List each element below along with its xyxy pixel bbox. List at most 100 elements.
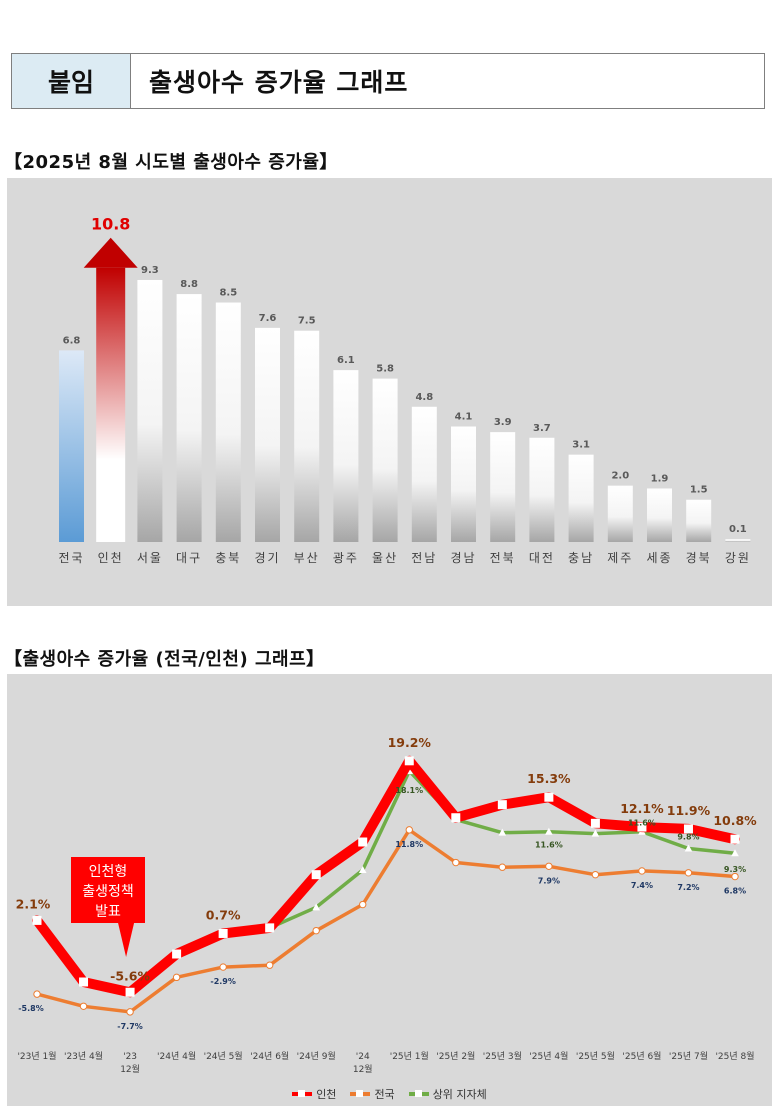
series-data-label: -7.7% <box>117 1022 143 1031</box>
bar-category-label: 서울 <box>137 551 163 565</box>
series-line <box>32 755 740 998</box>
bar-category-label: 울산 <box>372 551 398 565</box>
x-tick-label: '25년 3월 <box>483 1050 522 1062</box>
bar-value-label: 10.8 <box>91 215 130 234</box>
bar-chart-panel: 6.8 전국 10.8 인천 9.3 서울 8.8 대구 8.5 충북 7.6 경기 7.5 부산 6.1 광… <box>7 178 772 606</box>
bar-group: 3.7 대전 <box>529 423 555 565</box>
series-data-label: 15.3% <box>527 771 571 786</box>
x-tick-label: '25년 8월 <box>715 1050 754 1062</box>
series-data-label: 10.8% <box>713 813 757 828</box>
bar-group: 5.8 울산 <box>372 364 398 565</box>
series-point <box>451 813 461 823</box>
series-data-label: 6.8% <box>724 887 746 896</box>
series-point <box>591 870 600 879</box>
series-point <box>218 928 228 938</box>
legend-item: 인천 <box>292 1086 336 1102</box>
bar-value-label: 3.9 <box>494 417 512 428</box>
x-tick-label: '25년 7월 <box>669 1050 708 1062</box>
series-point <box>731 849 739 857</box>
legend-item: 전국 <box>350 1086 395 1102</box>
bar <box>411 406 437 542</box>
series-point <box>683 824 693 834</box>
bar-value-label: 4.8 <box>415 392 433 403</box>
series-point <box>359 900 367 909</box>
series-data-label: 11.8% <box>395 840 423 849</box>
bar-value-label: 5.8 <box>376 364 394 375</box>
bar-group: 1.9 세종 <box>646 473 672 565</box>
series-data-label: 11.6% <box>535 841 563 850</box>
x-tick-label: '24 12월 <box>353 1052 373 1075</box>
bar-value-label: 8.5 <box>219 288 237 299</box>
bar-category-label: 세종 <box>646 551 672 565</box>
bar-value-label: 9.3 <box>141 265 159 276</box>
page-title-box: 붙임 출생아수 증가율 그래프 <box>11 53 765 109</box>
series-point <box>638 867 646 875</box>
series-point <box>79 1002 88 1010</box>
bar-group: 6.1 광주 <box>333 355 359 565</box>
series-data-label: 9.8% <box>677 833 699 842</box>
bar <box>215 302 241 542</box>
bar <box>529 437 555 542</box>
series-line <box>267 769 737 930</box>
series-point <box>32 915 42 925</box>
bar <box>686 499 712 542</box>
series-point <box>358 837 368 847</box>
bar-value-label: 7.5 <box>298 316 316 327</box>
series-point <box>498 828 507 836</box>
series-point <box>405 826 413 834</box>
series-point <box>591 829 600 837</box>
x-tick-label: '24년 6월 <box>250 1050 289 1062</box>
series-point <box>498 863 507 871</box>
page-title: 출생아수 증가율 그래프 <box>149 68 409 97</box>
bar-value-label: 2.0 <box>611 471 629 482</box>
bar <box>137 279 163 542</box>
bar-arrow-head <box>83 237 138 268</box>
series-point <box>731 872 739 881</box>
x-tick-label: '24년 9월 <box>297 1050 336 1062</box>
bar-category-label: 충남 <box>568 551 594 565</box>
series-data-label: -2.9% <box>210 977 236 986</box>
series-point <box>452 858 460 867</box>
bar-value-label: 4.1 <box>455 411 473 422</box>
series-point <box>265 923 275 933</box>
bar-value-label: 8.8 <box>180 279 198 290</box>
bar-value-label: 3.1 <box>572 440 590 451</box>
bar-category-label: 전북 <box>490 551 516 565</box>
bar-category-label: 강원 <box>725 551 751 565</box>
series-data-label: -5.8% <box>18 1004 44 1013</box>
line-chart-panel: 2.1% -5.6% 0.7% 19.2% 15.3% 12.1% 11.9% 10.8% -5… <box>7 674 772 1106</box>
x-tick-label: '25년 1월 <box>390 1050 429 1062</box>
bar <box>451 426 476 542</box>
bar <box>607 485 633 542</box>
bar-chart-heading: 【2025년 8월 시도별 출생아수 증가율】 <box>4 152 338 173</box>
series-data-label: 7.4% <box>631 881 653 890</box>
series-data-label: 11.6% <box>628 819 656 828</box>
line-chart: 2.1% -5.6% 0.7% 19.2% 15.3% 12.1% 11.9%10.8% -5… <box>16 735 757 1075</box>
bar-group: 9.3 서울 <box>137 265 163 565</box>
bar-group: 4.8 전남 <box>411 392 437 565</box>
callout-pointer <box>118 923 135 957</box>
series-point <box>79 977 89 987</box>
bar-chart: 6.8 전국 10.8 인천 9.3 서울 8.8 대구 8.5 충북 7.6 경기 7.5 부산 6.1 광… <box>58 215 751 565</box>
bar <box>372 378 398 542</box>
bar-group: 3.1 충남 <box>568 440 594 565</box>
x-tick-label: '25년 4월 <box>529 1050 568 1062</box>
series-point <box>730 834 740 844</box>
legend-swatch <box>292 1090 313 1097</box>
series-point <box>172 973 181 982</box>
bar-highlight <box>96 267 126 542</box>
series-data-label: 11.9% <box>667 803 711 818</box>
series-point <box>33 990 41 998</box>
x-tick-label: '23년 1월 <box>17 1050 56 1062</box>
series-point <box>126 1008 134 1016</box>
series-line <box>35 828 737 1014</box>
series-data-label: 7.9% <box>538 876 560 885</box>
x-tick-label: '23년 4월 <box>64 1050 103 1062</box>
series-data-label: 0.7% <box>206 907 241 922</box>
bar-group: 8.8 대구 <box>176 279 202 565</box>
bar-group: 2.0 제주 <box>607 471 633 565</box>
legend-swatch <box>408 1090 429 1097</box>
chart-legend: 인천 전국 상위 지자체 <box>7 1086 772 1102</box>
series-data-label: -5.6% <box>110 968 150 983</box>
